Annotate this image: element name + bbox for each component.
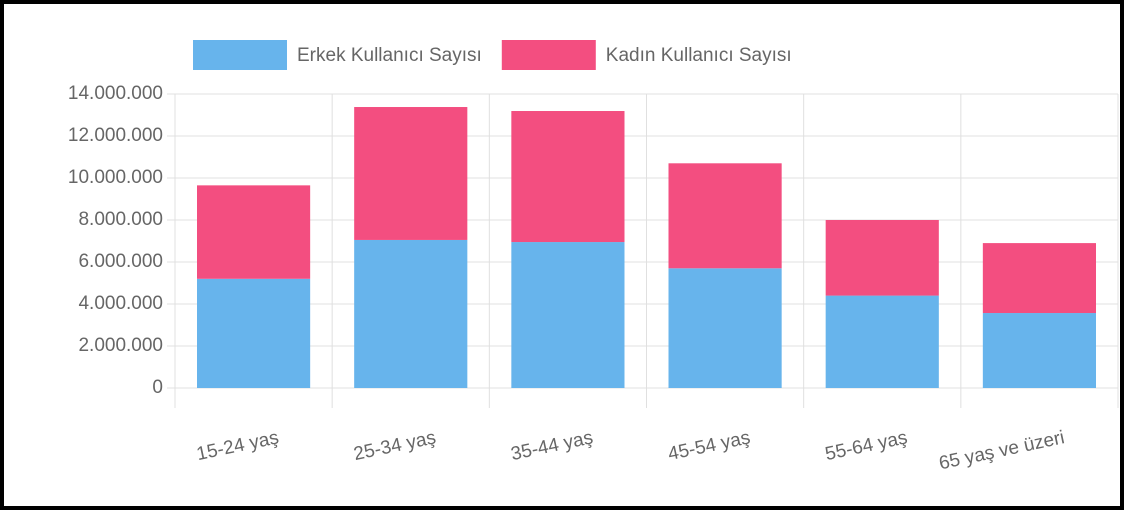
y-tick-label: 8.000.000 bbox=[78, 209, 163, 230]
legend-swatch bbox=[193, 40, 287, 70]
bar bbox=[668, 163, 782, 269]
bar bbox=[982, 243, 1096, 314]
y-tick-label: 12.000.000 bbox=[68, 125, 163, 146]
legend-label: Kadın Kullanıcı Sayısı bbox=[606, 45, 792, 66]
bar bbox=[668, 268, 782, 388]
bar bbox=[197, 278, 311, 388]
legend-label: Erkek Kullanıcı Sayısı bbox=[297, 45, 482, 66]
y-tick-label: 0 bbox=[152, 377, 163, 398]
bar bbox=[511, 242, 625, 388]
y-tick-label: 4.000.000 bbox=[78, 293, 163, 314]
bar bbox=[354, 239, 468, 388]
y-tick-label: 6.000.000 bbox=[78, 251, 163, 272]
bar bbox=[825, 295, 939, 388]
bar bbox=[197, 185, 311, 279]
y-tick-label: 2.000.000 bbox=[78, 335, 163, 356]
bar bbox=[825, 220, 939, 296]
y-tick-label: 14.000.000 bbox=[68, 83, 163, 104]
legend-swatch bbox=[501, 40, 596, 70]
y-tick-label: 10.000.000 bbox=[68, 167, 163, 188]
bar bbox=[982, 313, 1096, 388]
bar bbox=[354, 107, 468, 240]
bar bbox=[511, 111, 625, 243]
